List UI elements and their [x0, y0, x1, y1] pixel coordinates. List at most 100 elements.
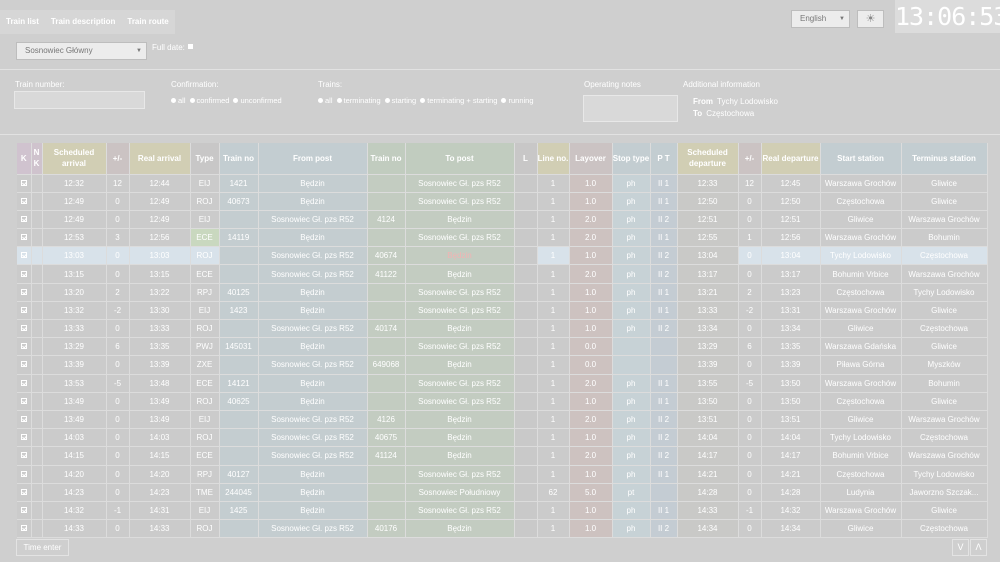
full-date-checkbox[interactable] [187, 44, 193, 49]
check-icon[interactable] [20, 379, 27, 386]
col-header-from-post[interactable]: From post [258, 143, 368, 175]
check-icon[interactable] [20, 234, 27, 241]
check-icon[interactable] [20, 288, 27, 295]
k-cell[interactable] [17, 392, 32, 411]
col-header-start-station[interactable]: Start station [820, 143, 902, 175]
table-row[interactable]: 14:32 -1 14:31 EIJ 1425 Będzin Sosnowiec Gł. p… [17, 501, 988, 521]
table-row[interactable]: 13:29 6 13:35 PWJ 145031 Będzin Sosnowiec Gł. … [17, 337, 988, 357]
table-row[interactable]: 13:39 0 13:39 ZXE Sosnowiec Gł. pzs R52 64906… [17, 355, 988, 375]
table-row[interactable]: 14:23 0 14:23 TME 244045 Będzin Sosnowiec Połu… [17, 483, 988, 502]
trains-radio-all[interactable]: all [318, 96, 333, 105]
trains-radio-terminating-starting[interactable]: terminating + starting [420, 96, 497, 105]
table-row[interactable]: 13:03 0 13:03 ROJ Sosnowiec Gł. pzs R52 40674… [17, 246, 988, 266]
k-cell[interactable] [17, 301, 32, 321]
table-row[interactable]: 12:32 12 12:44 EIJ 1421 Będzin Sosnowiec Gł. p… [17, 174, 988, 193]
table-row[interactable]: 13:49 0 13:49 ROJ 40625 Będzin Sosnowiec Gł. p… [17, 392, 988, 411]
col-header-type[interactable]: Type [190, 143, 220, 175]
confirmation-radio-confirmed[interactable]: confirmed [189, 96, 229, 105]
col-header-arrival-delay[interactable]: +/- [106, 143, 130, 175]
trains-radio-starting[interactable]: starting [384, 96, 416, 105]
table-row[interactable]: 13:33 0 13:33 ROJ Sosnowiec Gł. pzs R52 40174… [17, 319, 988, 339]
col-header-nk[interactable]: N K [31, 143, 43, 175]
scroll-up-button[interactable]: Λ [970, 539, 987, 556]
train-number-input[interactable] [14, 91, 145, 109]
check-icon[interactable] [20, 343, 27, 350]
table-row[interactable]: 13:15 0 13:15 ECE Sosnowiec Gł. pzs R52 41122… [17, 264, 988, 284]
k-cell[interactable] [17, 519, 32, 539]
check-icon[interactable] [20, 488, 27, 495]
trains-radio-running[interactable]: running [501, 96, 534, 105]
check-icon[interactable] [20, 506, 27, 513]
table-row[interactable]: 14:03 0 14:03 ROJ Sosnowiec Gł. pzs R52 40675… [17, 428, 988, 448]
k-cell[interactable] [17, 410, 32, 430]
check-icon[interactable] [20, 397, 27, 404]
k-cell[interactable] [17, 355, 32, 375]
trains-radio-terminating[interactable]: terminating [336, 96, 381, 105]
k-cell[interactable] [17, 283, 32, 302]
operating-notes-input[interactable] [583, 95, 678, 122]
check-icon[interactable] [20, 325, 27, 332]
k-cell[interactable] [17, 465, 32, 484]
table-row[interactable]: 12:53 3 12:56 ECE 14119 Będzin Sosnowiec Gł. p… [17, 228, 988, 248]
k-cell[interactable] [17, 174, 32, 193]
col-header-stop-type[interactable]: Stop type [612, 143, 651, 175]
col-header-line-no[interactable]: Line no. [537, 143, 570, 175]
col-header-layover[interactable]: Layover [569, 143, 613, 175]
confirmation-radio-all[interactable]: all [171, 96, 186, 105]
check-icon[interactable] [20, 452, 27, 459]
table-row[interactable]: 14:33 0 14:33 ROJ Sosnowiec Gł. pzs R52 40176… [17, 519, 988, 539]
check-icon[interactable] [20, 416, 27, 423]
check-icon[interactable] [20, 470, 27, 477]
check-icon[interactable] [20, 197, 27, 204]
col-header-scheduled-arrival[interactable]: Scheduled arrival [42, 143, 107, 175]
station-select[interactable]: Sosnowiec Główny ▼ [16, 42, 147, 60]
col-header-pt[interactable]: P T [650, 143, 678, 175]
table-row[interactable]: 14:20 0 14:20 RPJ 40127 Będzin Sosnowiec Gł. p… [17, 465, 988, 484]
col-header-terminus-station[interactable]: Terminus station [901, 143, 988, 175]
k-cell[interactable] [17, 501, 32, 521]
k-cell[interactable] [17, 192, 32, 211]
check-icon[interactable] [20, 525, 27, 532]
table-row[interactable]: 13:49 0 13:49 EIJ Sosnowiec Gł. pzs R52 4126 B… [17, 410, 988, 430]
check-icon[interactable] [20, 306, 27, 313]
k-cell[interactable] [17, 228, 32, 248]
col-header-departure-delay[interactable]: +/- [738, 143, 762, 175]
col-header-train-no-out[interactable]: Train no [367, 143, 406, 175]
time-enter-button[interactable]: Time enter [16, 539, 69, 556]
table-row[interactable]: 13:20 2 13:22 RPJ 40125 Będzin Sosnowiec Gł. p… [17, 283, 988, 302]
col-header-real-arrival[interactable]: Real arrival [129, 143, 191, 175]
col-header-to-post[interactable]: To post [405, 143, 515, 175]
table-row[interactable]: 13:53 -5 13:48 ECE 14121 Będzin Sosnowiec Gł. … [17, 374, 988, 393]
check-icon[interactable] [20, 270, 27, 277]
col-header-train-no-in[interactable]: Train no [219, 143, 259, 175]
tab-train-list[interactable]: Train list [6, 17, 39, 26]
k-cell[interactable] [17, 483, 32, 502]
k-cell[interactable] [17, 374, 32, 393]
scroll-down-button[interactable]: V [952, 539, 969, 556]
k-cell[interactable] [17, 319, 32, 339]
col-header-scheduled-departure[interactable]: Scheduled departure [677, 143, 739, 175]
check-icon[interactable] [20, 215, 27, 222]
check-icon[interactable] [20, 361, 27, 368]
k-cell[interactable] [17, 337, 32, 357]
table-row[interactable]: 12:49 0 12:49 EIJ Sosnowiec Gł. pzs R52 4124 B… [17, 210, 988, 230]
k-cell[interactable] [17, 246, 32, 266]
k-cell[interactable] [17, 428, 32, 448]
check-icon[interactable] [20, 434, 27, 441]
full-date-toggle[interactable]: Full date: [152, 43, 193, 52]
theme-toggle-button[interactable]: ☀ [857, 10, 884, 28]
check-icon[interactable] [20, 252, 27, 259]
k-cell[interactable] [17, 264, 32, 284]
table-row[interactable]: 13:32 -2 13:30 EIJ 1423 Będzin Sosnowiec Gł. p… [17, 301, 988, 321]
col-header-l[interactable]: L [514, 143, 538, 175]
col-header-k[interactable]: K [17, 143, 32, 175]
table-row[interactable]: 14:15 0 14:15 ECE Sosnowiec Gł. pzs R52 41124… [17, 446, 988, 466]
col-header-real-departure[interactable]: Real departure [761, 143, 821, 175]
k-cell[interactable] [17, 210, 32, 230]
tab-train-route[interactable]: Train route [127, 17, 169, 26]
k-cell[interactable] [17, 446, 32, 466]
check-icon[interactable] [20, 179, 27, 186]
table-row[interactable]: 12:49 0 12:49 ROJ 40673 Będzin Sosnowiec Gł. p… [17, 192, 988, 211]
language-select[interactable]: English ▼ [791, 10, 850, 28]
confirmation-radio-unconfirmed[interactable]: unconfirmed [233, 96, 282, 105]
